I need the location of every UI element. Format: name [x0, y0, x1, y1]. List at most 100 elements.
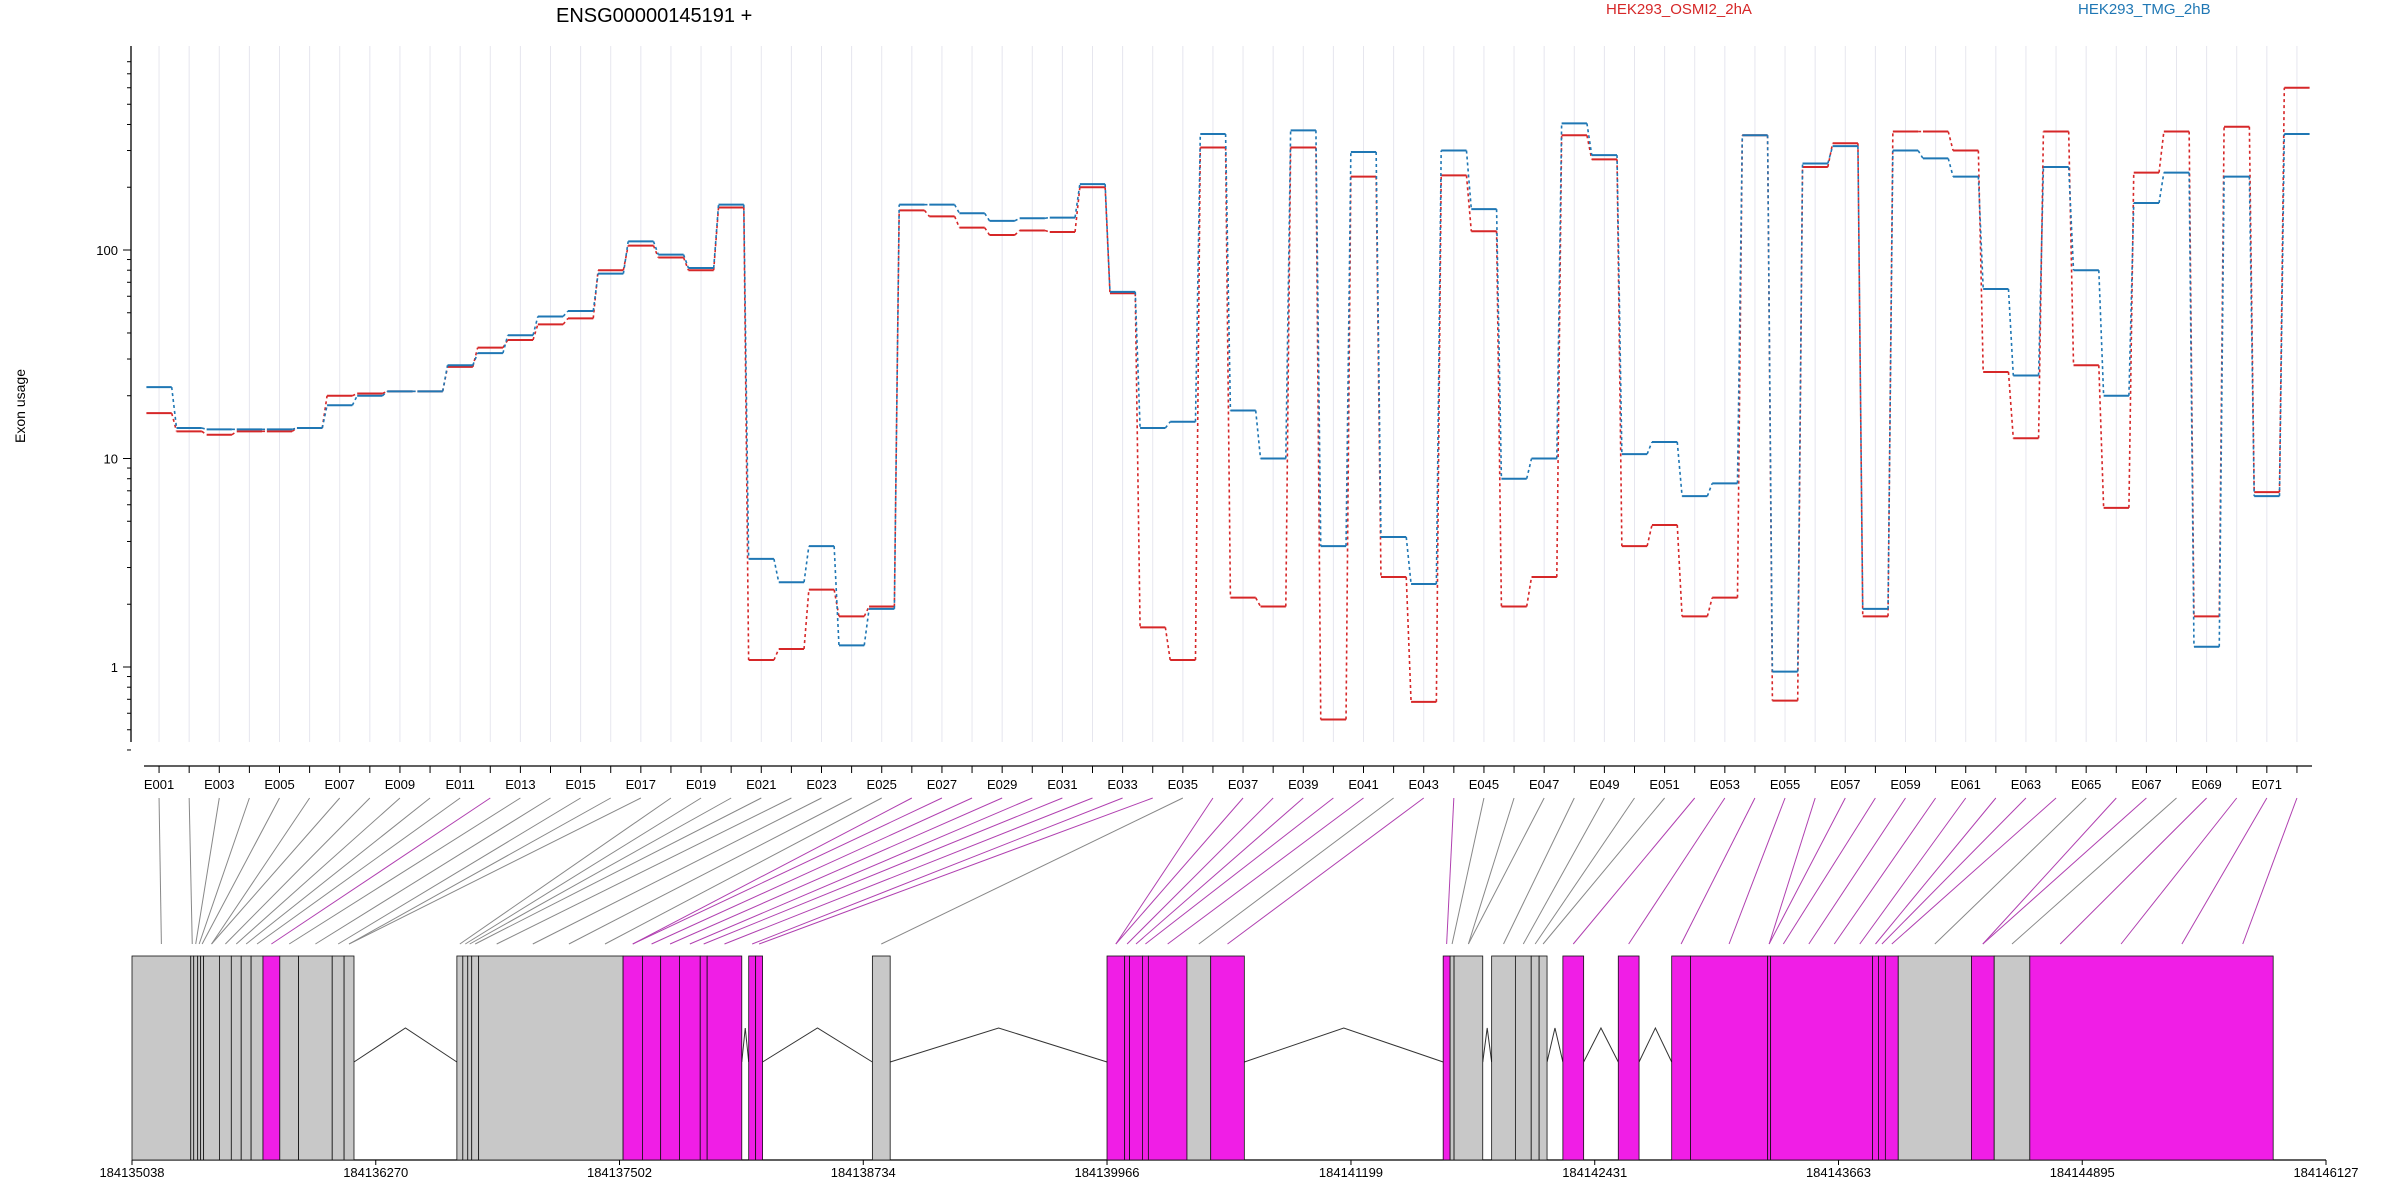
exon-connector: [288, 797, 521, 945]
series-connector: [2007, 288, 2015, 376]
exon-block: [240, 955, 252, 1161]
series-connector: [1616, 159, 1623, 547]
series-connector: [863, 606, 870, 617]
exon-connector: [1467, 797, 1515, 945]
series-connector: [1164, 421, 1171, 429]
series-connector: [1014, 217, 1021, 222]
exon-block: [471, 955, 480, 1161]
series-connector: [863, 608, 870, 646]
exon-connector: [1875, 797, 1997, 945]
exon-block: [2029, 955, 2274, 1161]
series-connector: [1375, 152, 1382, 538]
exon-connector: [669, 797, 1003, 945]
exon-block: [622, 955, 643, 1161]
exon-block: [679, 955, 701, 1161]
exon-connector: [1145, 797, 1334, 945]
y-axis-label: Exon usage: [12, 369, 28, 443]
series-connector: [1616, 155, 1623, 455]
series-connector: [1525, 576, 1533, 607]
series-connector: [1134, 291, 1141, 429]
series-connector: [2067, 131, 2075, 366]
series-connector: [953, 216, 961, 228]
series-connector: [1345, 152, 1352, 547]
exon-connector: [1982, 797, 2147, 945]
exon-block: [1897, 955, 1972, 1161]
exon-connector: [1534, 797, 1635, 945]
exon-connector: [459, 797, 672, 945]
exon-block: [190, 955, 195, 1161]
series-connector: [441, 365, 449, 392]
exon-connector: [1467, 797, 1545, 945]
exon-connector: [1451, 797, 1485, 945]
series-connector: [381, 390, 388, 397]
x-tick-label: E033: [1107, 777, 1137, 792]
series-connector: [1857, 146, 1864, 609]
x-tick-label: E053: [1710, 777, 1740, 792]
exon-block: [699, 955, 708, 1161]
series-connector: [1977, 176, 1984, 290]
exon-block: [1993, 955, 2031, 1161]
genomic-tick-label: 184146127: [2293, 1165, 2358, 1180]
exon-block: [1491, 955, 1516, 1161]
exon-connector: [1833, 797, 1937, 945]
x-tick-label: E005: [264, 777, 294, 792]
intron-line: [762, 1027, 873, 1063]
y-tick-label: 10: [104, 452, 118, 467]
series-connector: [1646, 441, 1653, 455]
genomic-tick-label: 184138734: [831, 1165, 896, 1180]
exon-connector: [1198, 797, 1394, 945]
series-connector: [352, 392, 358, 397]
series-connector: [712, 204, 720, 269]
exon-block: [456, 955, 464, 1161]
series-connector: [1134, 293, 1141, 628]
exon-connector: [235, 797, 401, 945]
series-connector: [1977, 150, 1984, 372]
exon-block: [642, 955, 662, 1161]
exon-block: [262, 955, 281, 1161]
series-connector: [1646, 524, 1653, 547]
genomic-tick-label: 184137502: [587, 1165, 652, 1180]
exon-block: [1124, 955, 1130, 1161]
series-connector: [1465, 150, 1473, 210]
series-connector: [2128, 203, 2135, 396]
exon-block: [1690, 955, 1769, 1161]
exon-connector: [2181, 797, 2268, 945]
series-connector: [1586, 123, 1593, 156]
series-connector: [2218, 176, 2225, 647]
exon-block: [343, 955, 355, 1161]
series-connector: [1014, 229, 1021, 236]
series-connector: [231, 430, 238, 436]
exon-connector: [469, 797, 732, 945]
series-connector: [803, 589, 810, 650]
series-connector: [1194, 147, 1202, 661]
x-tick-label: E071: [2252, 777, 2282, 792]
x-axis: E001 E003 E005 E007 E009 E011 E013 E015 E017 E019…: [144, 765, 2312, 792]
x-tick-label: E023: [806, 777, 836, 792]
x-tick-label: E009: [385, 777, 415, 792]
exon-block: [1767, 955, 1772, 1161]
y-tick-label: 100: [96, 243, 118, 258]
exon-block: [1671, 955, 1691, 1161]
series-connector: [1556, 135, 1563, 578]
x-tick-label: E061: [1951, 777, 1981, 792]
exon-connector: [1728, 797, 1786, 945]
series-connector: [1947, 131, 1954, 151]
series-connector: [743, 204, 750, 559]
series-connector: [1917, 150, 1924, 159]
genomic-tick-label: 184139966: [1074, 1165, 1139, 1180]
exon-block: [1562, 955, 1585, 1161]
series-connector: [1857, 143, 1864, 617]
exon-connector: [198, 797, 250, 945]
series-connector: [1224, 147, 1232, 598]
series-connector: [2188, 172, 2195, 647]
series-connector: [382, 390, 388, 395]
exon-connector: [1446, 797, 1455, 945]
exon-connector: [1115, 797, 1214, 945]
exon-connector: [1768, 797, 1846, 945]
series-connector: [1766, 135, 1774, 672]
series-connector: [472, 352, 479, 366]
exon-block: [1186, 955, 1212, 1161]
exon-connector: [1881, 797, 2027, 945]
series-connector: [652, 245, 660, 258]
